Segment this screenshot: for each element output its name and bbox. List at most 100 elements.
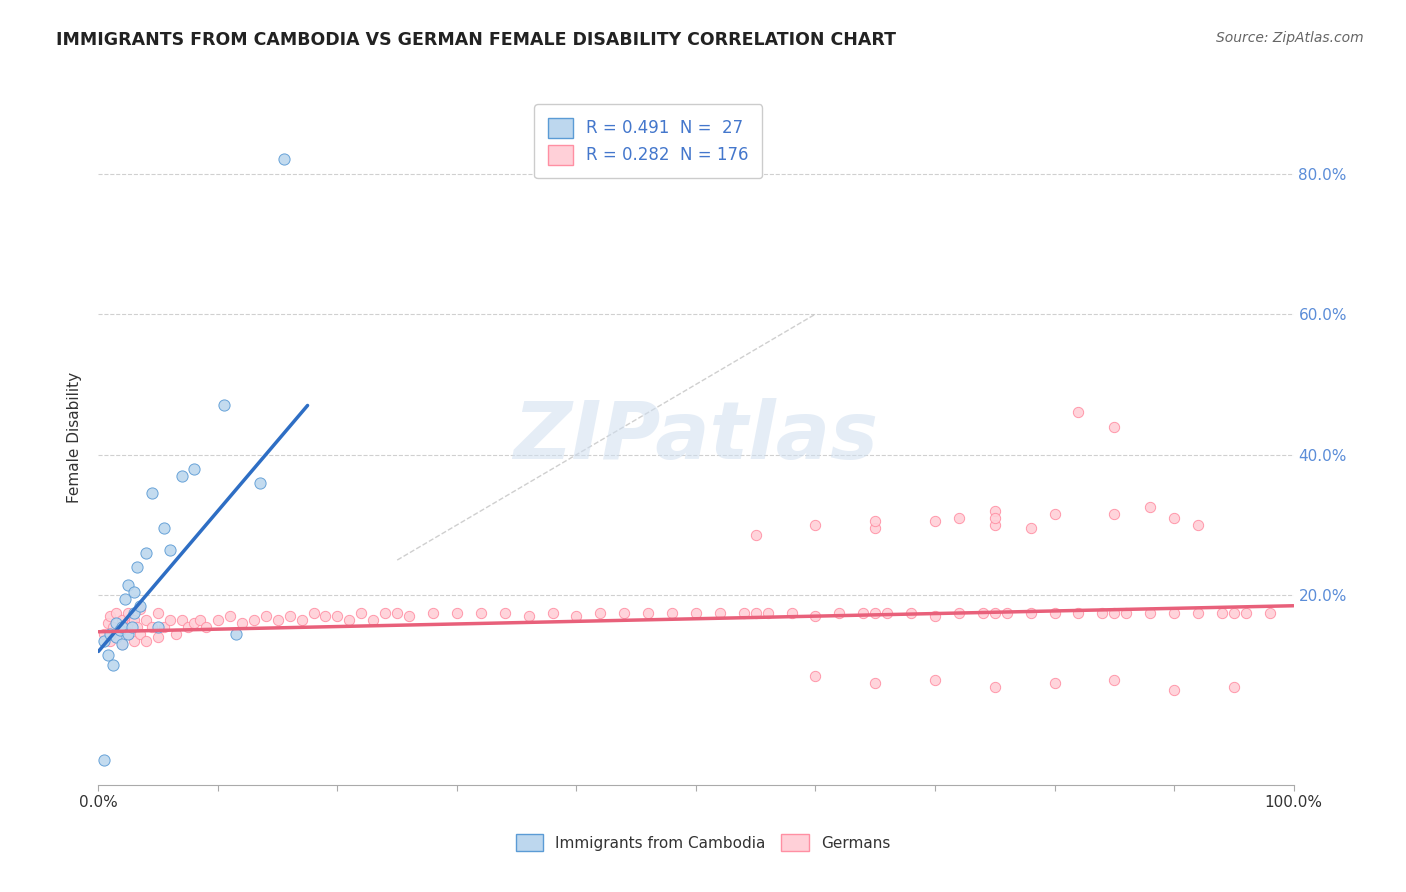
Point [1115, 606, 1137, 620]
Point [105, 606, 128, 620]
Point [243, 613, 266, 627]
Point [661, 606, 683, 620]
Point [852, 606, 875, 620]
Point [231, 616, 253, 631]
Point [565, 609, 588, 624]
Point [1067, 606, 1090, 620]
Point [685, 606, 707, 620]
Point [129, 602, 152, 616]
Point [780, 606, 803, 620]
Point [159, 542, 181, 557]
Point [254, 609, 277, 624]
Point [1163, 683, 1185, 698]
Point [183, 461, 205, 475]
Point [111, 637, 134, 651]
Point [984, 517, 1007, 532]
Point [470, 606, 492, 620]
Point [165, 627, 187, 641]
Point [105, 631, 128, 645]
Point [924, 673, 946, 687]
Point [326, 609, 349, 624]
Point [105, 631, 128, 645]
Point [117, 627, 139, 641]
Point [98, 633, 122, 648]
Point [129, 599, 152, 613]
Point [98, 609, 122, 624]
Point [207, 613, 229, 627]
Point [278, 609, 301, 624]
Point [1139, 606, 1161, 620]
Text: ZIPatlas: ZIPatlas [513, 398, 879, 476]
Point [225, 627, 247, 641]
Point [733, 606, 755, 620]
Point [111, 637, 134, 651]
Point [1019, 521, 1042, 535]
Point [972, 606, 994, 620]
Point [117, 577, 139, 591]
Point [177, 620, 200, 634]
Point [804, 609, 827, 624]
Point [1019, 606, 1042, 620]
Point [93, 753, 115, 767]
Point [804, 669, 827, 683]
Point [446, 606, 468, 620]
Point [745, 606, 768, 620]
Point [756, 606, 779, 620]
Point [291, 613, 314, 627]
Point [589, 606, 612, 620]
Point [219, 609, 242, 624]
Point [315, 609, 337, 624]
Point [124, 584, 146, 599]
Point [135, 546, 157, 560]
Point [1043, 508, 1066, 522]
Point [517, 609, 540, 624]
Point [129, 627, 152, 641]
Point [135, 633, 157, 648]
Point [194, 620, 218, 634]
Point [984, 606, 1007, 620]
Point [302, 606, 325, 620]
Point [1222, 606, 1246, 620]
Point [97, 648, 120, 662]
Point [1043, 606, 1066, 620]
Point [267, 613, 290, 627]
Point [212, 399, 235, 413]
Point [172, 468, 194, 483]
Point [249, 475, 271, 490]
Point [153, 521, 176, 535]
Point [117, 606, 139, 620]
Point [374, 606, 396, 620]
Point [339, 613, 360, 627]
Point [363, 613, 385, 627]
Point [1102, 673, 1125, 687]
Point [637, 606, 659, 620]
Point [1234, 606, 1257, 620]
Point [141, 620, 163, 634]
Point [124, 633, 146, 648]
Point [114, 591, 136, 606]
Point [876, 606, 898, 620]
Point [98, 627, 122, 641]
Point [153, 620, 176, 634]
Point [709, 606, 731, 620]
Point [984, 680, 1007, 694]
Point [1139, 500, 1161, 515]
Point [124, 613, 146, 627]
Point [385, 606, 409, 620]
Point [125, 620, 148, 634]
Y-axis label: Female Disability: Female Disability [67, 371, 83, 503]
Point [101, 620, 124, 634]
Point [863, 676, 887, 690]
Point [141, 486, 163, 500]
Point [114, 620, 136, 634]
Point [494, 606, 516, 620]
Point [111, 613, 134, 627]
Point [828, 606, 851, 620]
Point [924, 515, 946, 529]
Point [924, 609, 946, 624]
Legend: R = 0.491  N =  27, R = 0.282  N = 176: R = 0.491 N = 27, R = 0.282 N = 176 [534, 104, 762, 178]
Point [948, 606, 970, 620]
Point [863, 515, 887, 529]
Point [1258, 606, 1281, 620]
Point [121, 616, 143, 631]
